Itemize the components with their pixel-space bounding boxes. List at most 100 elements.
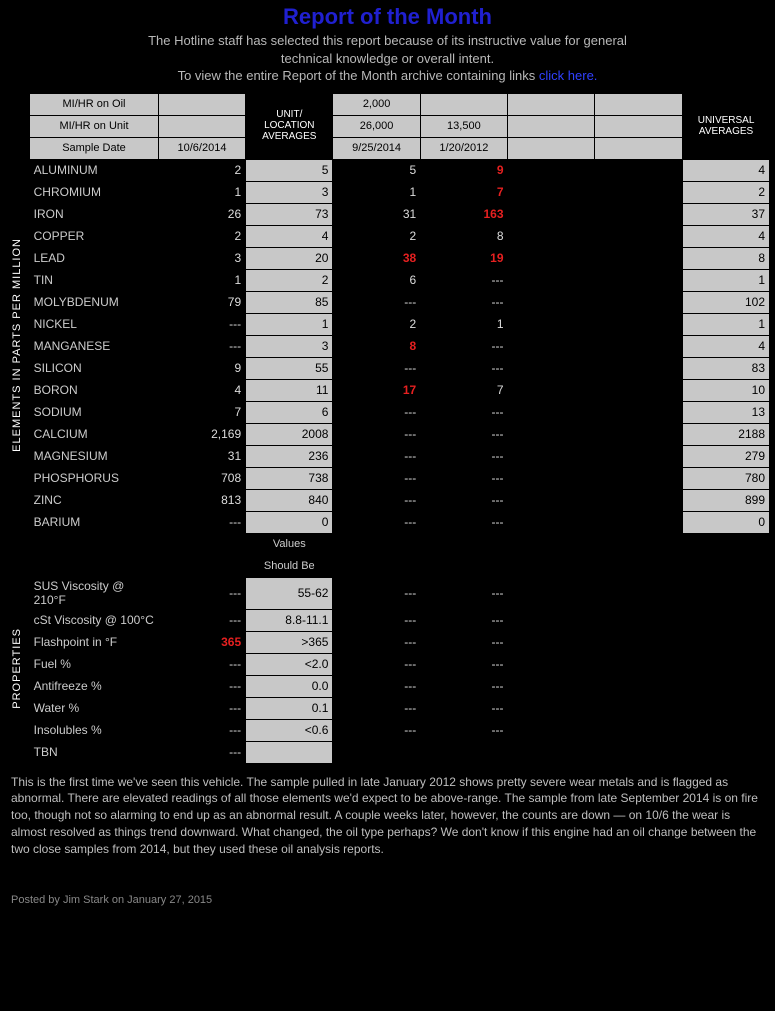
val-unit-avg: 738 xyxy=(246,467,333,489)
sidebar-properties: PROPERTIES xyxy=(5,577,30,763)
val-univ-avg: 0 xyxy=(682,511,769,533)
val-s2: --- xyxy=(333,653,420,675)
val-s1: 2 xyxy=(158,159,245,181)
element-row: NICKEL---1211 xyxy=(5,313,770,335)
val-s2: --- xyxy=(333,675,420,697)
val-univ-avg: 4 xyxy=(682,225,769,247)
val-spec xyxy=(246,741,333,763)
val-s3: --- xyxy=(420,675,507,697)
element-row: ZINC813840------899 xyxy=(5,489,770,511)
val-univ-avg: 102 xyxy=(682,291,769,313)
row-label: LEAD xyxy=(30,247,159,269)
val-s3: 163 xyxy=(420,203,507,225)
val-s3: --- xyxy=(420,511,507,533)
row-label: Insolubles % xyxy=(30,719,159,741)
val-s3: --- xyxy=(420,291,507,313)
row-label: TIN xyxy=(30,269,159,291)
val-s3: 9 xyxy=(420,159,507,181)
val-unit-avg: 3 xyxy=(246,335,333,357)
element-row: TIN126---1 xyxy=(5,269,770,291)
element-row: IRON26733116337 xyxy=(5,203,770,225)
val-s2: 17 xyxy=(333,379,420,401)
val-s2: --- xyxy=(333,631,420,653)
hdr-sample-date: Sample Date xyxy=(30,137,159,159)
val-s2: --- xyxy=(333,291,420,313)
page-title: Report of the Month xyxy=(5,0,770,32)
row-label: ZINC xyxy=(30,489,159,511)
val-s1: 4 xyxy=(158,379,245,401)
property-row: Flashpoint in °F365>365------ xyxy=(5,631,770,653)
val-s3: --- xyxy=(420,697,507,719)
val-unit-avg: 4 xyxy=(246,225,333,247)
val-spec: <2.0 xyxy=(246,653,333,675)
property-row: PROPERTIESSUS Viscosity @ 210°F---55-62-… xyxy=(5,577,770,609)
val-s3: 8 xyxy=(420,225,507,247)
spec-l1: Values xyxy=(246,533,333,555)
val-univ-avg: 4 xyxy=(682,159,769,181)
val-univ-avg: 1 xyxy=(682,269,769,291)
val-s1: --- xyxy=(158,675,245,697)
val-s1: --- xyxy=(158,719,245,741)
val-unit-avg: 20 xyxy=(246,247,333,269)
val-unit-avg: 11 xyxy=(246,379,333,401)
val-unit-avg: 85 xyxy=(246,291,333,313)
val-s2: --- xyxy=(333,445,420,467)
element-row: SILICON955------83 xyxy=(5,357,770,379)
val-s1: 1 xyxy=(158,181,245,203)
val-unit-avg: 2008 xyxy=(246,423,333,445)
val-univ-avg: 4 xyxy=(682,335,769,357)
val-univ-avg: 13 xyxy=(682,401,769,423)
s3-date: 1/20/2012 xyxy=(420,137,507,159)
intro-line-3: To view the entire Report of the Month a… xyxy=(178,68,539,83)
hdr-unit-loc: UNIT/ LOCATION AVERAGES xyxy=(246,93,333,159)
val-s1: 7 xyxy=(158,401,245,423)
element-row: PHOSPHORUS708738------780 xyxy=(5,467,770,489)
val-univ-avg: 1 xyxy=(682,313,769,335)
row-label: ALUMINUM xyxy=(30,159,159,181)
row-label: COPPER xyxy=(30,225,159,247)
sidebar-elements: ELEMENTS IN PARTS PER MILLION xyxy=(5,159,30,533)
val-s3: 1 xyxy=(420,313,507,335)
intro-line-2: technical knowledge or overall intent. xyxy=(281,51,494,66)
val-s3: --- xyxy=(420,423,507,445)
click-here-link[interactable]: click here. xyxy=(539,68,598,83)
val-univ-avg: 2188 xyxy=(682,423,769,445)
val-univ-avg: 83 xyxy=(682,357,769,379)
val-s2: --- xyxy=(333,577,420,609)
property-row: Insolubles %---<0.6------ xyxy=(5,719,770,741)
val-s1: --- xyxy=(158,741,245,763)
val-s1: 2 xyxy=(158,225,245,247)
spec-l2: Should Be xyxy=(246,555,333,577)
val-unit-avg: 0 xyxy=(246,511,333,533)
val-s2: --- xyxy=(333,511,420,533)
property-row: Water %---0.1------ xyxy=(5,697,770,719)
val-s1: --- xyxy=(158,609,245,631)
intro-block: The Hotline staff has selected this repo… xyxy=(5,32,770,93)
val-s1: 9 xyxy=(158,357,245,379)
property-row: cSt Viscosity @ 100°C---8.8-11.1------ xyxy=(5,609,770,631)
val-univ-avg: 10 xyxy=(682,379,769,401)
val-s3 xyxy=(420,741,507,763)
val-s3: --- xyxy=(420,467,507,489)
s2-oil: 2,000 xyxy=(333,93,420,115)
val-unit-avg: 73 xyxy=(246,203,333,225)
row-label: Fuel % xyxy=(30,653,159,675)
val-s3: --- xyxy=(420,653,507,675)
val-s2 xyxy=(333,741,420,763)
val-s1: --- xyxy=(158,697,245,719)
val-s1: 365 xyxy=(158,631,245,653)
property-row: Fuel %---<2.0------ xyxy=(5,653,770,675)
property-row: TBN--- xyxy=(5,741,770,763)
element-row: CHROMIUM13172 xyxy=(5,181,770,203)
row-label: IRON xyxy=(30,203,159,225)
val-unit-avg: 236 xyxy=(246,445,333,467)
row-label: Water % xyxy=(30,697,159,719)
val-s1: 813 xyxy=(158,489,245,511)
s3-unit: 13,500 xyxy=(420,115,507,137)
val-univ-avg: 780 xyxy=(682,467,769,489)
val-s3: --- xyxy=(420,719,507,741)
element-row: CALCIUM2,1692008------2188 xyxy=(5,423,770,445)
val-s1: 1 xyxy=(158,269,245,291)
val-s1: 26 xyxy=(158,203,245,225)
val-s3: --- xyxy=(420,631,507,653)
